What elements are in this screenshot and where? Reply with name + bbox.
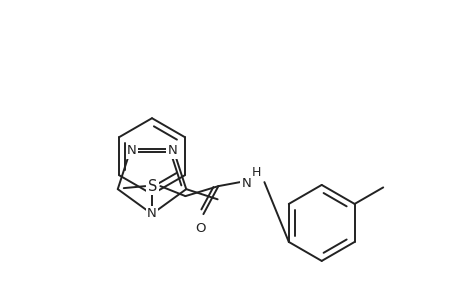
Text: N: N <box>147 208 157 220</box>
Text: S: S <box>147 178 157 194</box>
Text: N: N <box>241 177 251 190</box>
Text: O: O <box>195 222 205 235</box>
Text: N: N <box>127 144 136 158</box>
Text: N: N <box>167 144 177 158</box>
Text: H: H <box>251 166 261 179</box>
